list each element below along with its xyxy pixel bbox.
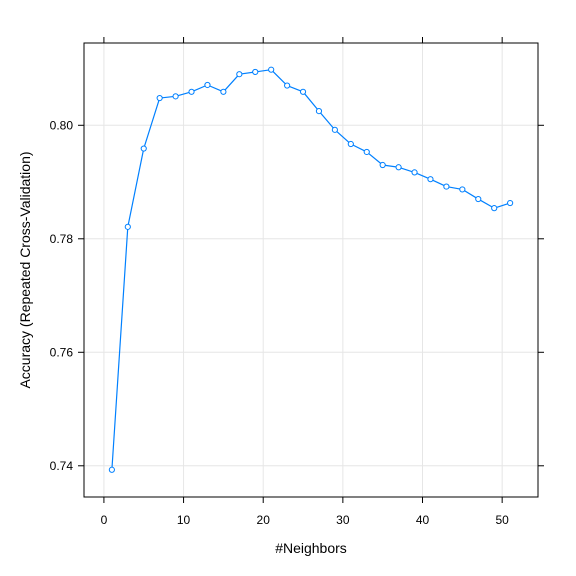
x-tick-label: 20 — [257, 513, 271, 527]
data-point — [363, 148, 370, 156]
x-tick-label: 10 — [177, 513, 191, 527]
data-point — [220, 88, 227, 95]
data-point — [268, 66, 275, 73]
data-point — [252, 68, 259, 76]
y-tick-label: 0.80 — [50, 118, 74, 132]
x-axis-label: #Neighbors — [275, 540, 347, 556]
data-point — [459, 186, 466, 193]
y-tick-label: 0.74 — [50, 459, 74, 473]
plot-border — [83, 42, 539, 498]
x-tick-label: 40 — [416, 513, 430, 527]
data-point — [124, 223, 131, 230]
data-point — [188, 88, 195, 95]
data-point — [284, 82, 291, 89]
data-point — [379, 161, 386, 169]
y-axis-label: Accuracy (Repeated Cross-Validation) — [17, 151, 33, 388]
x-tick-label: 0 — [101, 513, 108, 527]
axis-ticks: 0 10 20 30 40 50 0.74 0.76 0.78 0.80 — [50, 37, 544, 527]
y-tick-label: 0.76 — [50, 345, 74, 359]
x-tick-label: 30 — [336, 513, 350, 527]
data-point — [108, 466, 115, 473]
data-point — [347, 140, 354, 148]
data-point — [172, 93, 179, 100]
data-point — [156, 94, 163, 102]
data-point — [204, 81, 211, 89]
data-point — [299, 88, 307, 95]
data-point — [443, 183, 450, 190]
x-tick-label: 50 — [495, 513, 509, 527]
series-layer — [108, 66, 514, 473]
data-point — [331, 126, 338, 133]
axis-labels: #Neighbors Accuracy (Repeated Cross-Vali… — [17, 151, 347, 556]
grid-lines — [84, 43, 538, 497]
data-point — [140, 145, 147, 152]
data-point — [395, 164, 402, 171]
data-point — [427, 176, 434, 183]
data-point — [475, 195, 482, 203]
data-point — [507, 199, 514, 207]
y-tick-label: 0.78 — [50, 232, 74, 246]
data-point — [491, 205, 498, 212]
data-point — [315, 108, 323, 115]
series-line — [111, 69, 511, 470]
data-point — [236, 71, 243, 78]
data-point — [411, 169, 418, 176]
plot-frame — [83, 42, 539, 498]
